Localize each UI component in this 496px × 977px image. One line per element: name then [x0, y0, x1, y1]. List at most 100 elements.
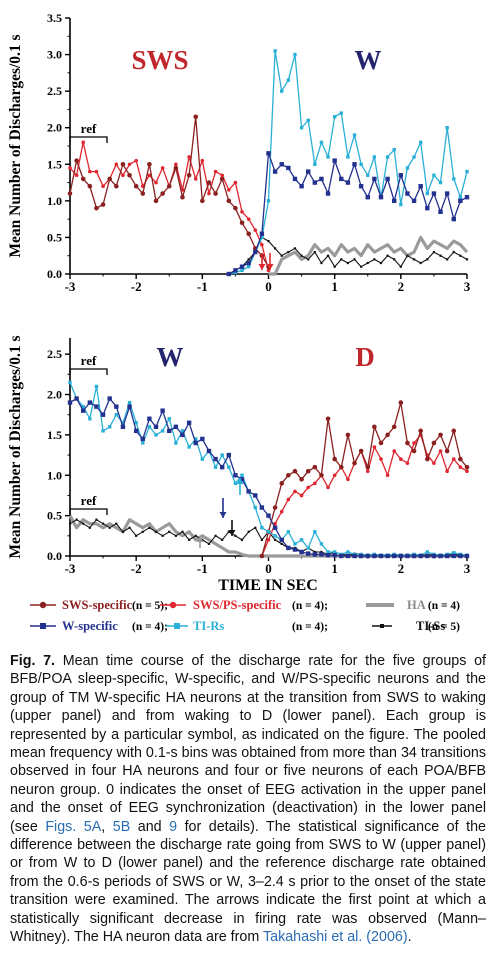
data-point: [425, 550, 429, 554]
data-point: [81, 408, 86, 413]
data-point: [160, 429, 165, 433]
data-point: [240, 538, 244, 541]
caption-text-1: Mean time course of the discharge rate f…: [10, 653, 487, 835]
data-point: [272, 169, 278, 174]
data-point: [147, 173, 152, 178]
data-point: [88, 169, 92, 174]
ref-bracket: [69, 368, 108, 375]
data-point: [399, 457, 403, 461]
data-point: [259, 231, 265, 236]
arrow-head: [266, 264, 274, 270]
data-point: [332, 550, 337, 554]
data-point: [458, 465, 463, 469]
data-point: [438, 432, 443, 438]
data-point: [372, 445, 377, 449]
arrow-head: [236, 478, 244, 484]
caption-link-9[interactable]: 9: [169, 818, 178, 835]
data-point: [107, 176, 112, 182]
data-point: [392, 147, 396, 152]
y-tick-label: 2.0: [47, 121, 62, 135]
data-point: [339, 111, 343, 115]
data-point: [267, 239, 270, 243]
data-point: [180, 194, 185, 200]
data-point: [220, 173, 224, 178]
data-point: [201, 538, 204, 541]
data-point: [240, 473, 244, 477]
data-point: [438, 209, 443, 215]
data-point: [332, 552, 337, 558]
data-point: [458, 195, 463, 199]
legend-marker: [380, 624, 384, 628]
x-tick-label: 3: [464, 561, 471, 576]
significance-arrow-icon: [266, 253, 274, 270]
data-point: [338, 464, 344, 470]
data-point: [385, 553, 390, 559]
data-point: [405, 440, 410, 446]
series-ti-rs: [227, 49, 469, 276]
data-point: [174, 162, 178, 167]
data-point: [391, 424, 397, 430]
data-point: [141, 530, 144, 533]
data-point: [332, 115, 337, 119]
data-point: [293, 52, 297, 57]
significance-arrow-icon: [219, 498, 227, 518]
data-point: [233, 481, 238, 486]
data-point: [452, 551, 456, 555]
data-point: [213, 169, 218, 174]
data-point: [305, 468, 311, 474]
series-sws-specific: [67, 114, 271, 269]
legend-count: (n = 4);: [132, 621, 168, 633]
data-point: [293, 247, 297, 250]
data-point: [260, 538, 263, 541]
data-point: [425, 553, 430, 559]
legend-item-w-specific: W-specific (n = 4);: [30, 619, 168, 633]
data-point: [154, 530, 158, 533]
data-point: [266, 513, 271, 518]
data-point: [168, 530, 171, 533]
caption-link-figs-5a[interactable]: Figs. 5A: [45, 818, 102, 835]
data-point: [207, 542, 211, 545]
data-point: [464, 195, 470, 200]
y-tick-label: 3.5: [47, 11, 62, 25]
data-point: [141, 441, 145, 445]
data-point: [418, 140, 423, 145]
data-point: [114, 413, 119, 417]
caption-label: Fig. 7.: [10, 653, 56, 669]
data-point: [293, 489, 297, 494]
data-point: [320, 550, 323, 554]
data-point: [247, 258, 250, 261]
series-line: [228, 50, 468, 275]
y-tick-label: 2.5: [47, 84, 62, 98]
x-tick-label: 2: [398, 279, 405, 294]
data-point: [148, 526, 151, 529]
data-point: [359, 162, 363, 166]
data-point: [392, 553, 397, 559]
data-point: [193, 114, 199, 120]
data-point: [233, 205, 238, 211]
data-point: [452, 250, 455, 254]
legend-item-ha: HA (n = 4): [366, 598, 460, 612]
data-point: [378, 440, 384, 446]
legend-count: (n = 5): [428, 621, 460, 633]
y-tick-label: 2.0: [47, 388, 62, 402]
data-point: [206, 448, 212, 454]
data-point: [147, 425, 152, 429]
data-point: [312, 552, 318, 557]
figure-caption: Fig. 7. Mean time course of the discharg…: [10, 652, 486, 947]
data-point: [121, 421, 125, 425]
data-point: [451, 553, 456, 559]
data-point: [313, 530, 317, 534]
significance-arrow-icon: [228, 520, 236, 536]
data-point: [154, 433, 158, 437]
caption-link-5b[interactable]: 5B: [112, 818, 131, 835]
data-point: [246, 264, 251, 269]
data-point: [180, 432, 185, 438]
caption-link-takahashi[interactable]: Takahashi et al. (2006): [262, 929, 408, 946]
data-point: [180, 429, 185, 433]
data-point: [200, 198, 205, 204]
data-point: [299, 538, 304, 542]
x-tick-label: -1: [197, 561, 208, 576]
arrow-head: [228, 530, 236, 536]
data-point: [220, 453, 224, 457]
data-point: [358, 553, 364, 559]
